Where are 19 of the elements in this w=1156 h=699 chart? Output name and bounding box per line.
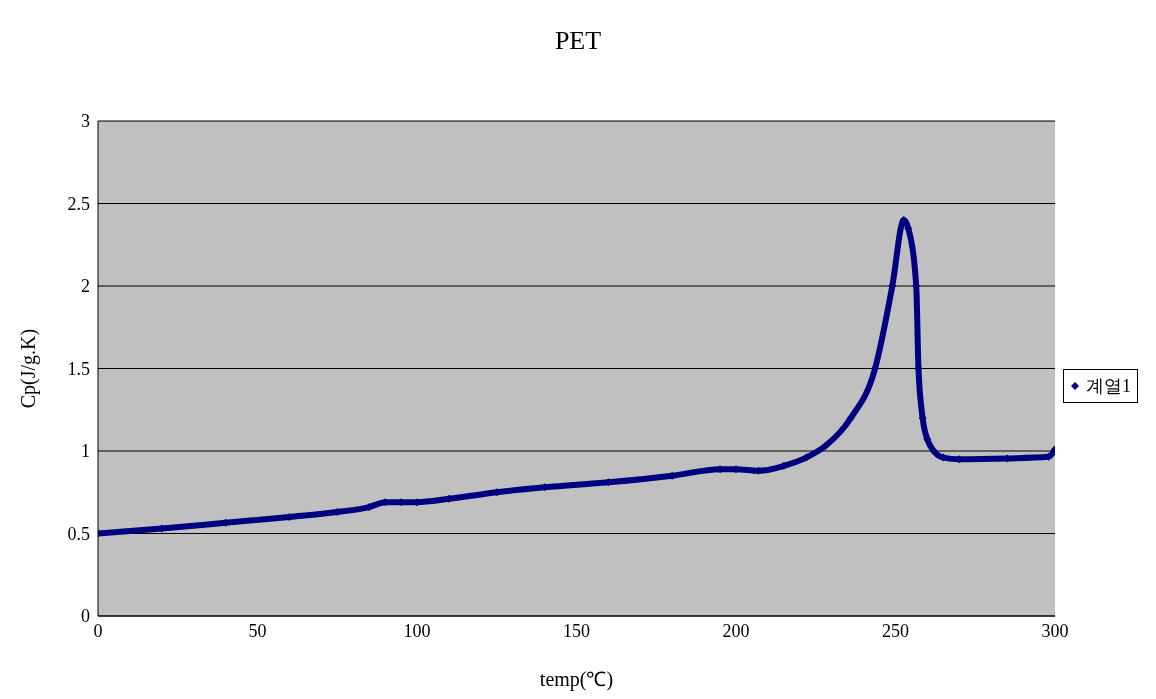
x-tick-label: 250 [882,620,909,641]
x-axis-title: temp(℃) [539,668,614,691]
x-tick-label: 300 [1041,620,1069,641]
x-tick-label: 200 [722,620,750,641]
point [821,442,830,451]
y-axis-title: Cp(J/g.K) [17,328,41,409]
x-tick-label: 150 [563,620,590,641]
y-tick-label: 1.5 [67,358,90,379]
y-tick-label: 0 [81,606,90,627]
x-tick-label: 100 [403,620,431,641]
y-tick-label: 3 [81,111,90,132]
y-tick-label: 2.5 [67,193,90,214]
y-tick-label: 1 [81,441,90,462]
point [929,447,938,455]
x-tick-label: 50 [248,620,267,641]
y-tick-label: 0.5 [67,523,90,544]
y-tick-label: 2 [81,276,90,297]
legend-label: 계열1 [1086,375,1131,398]
chart-title: PET [553,25,603,57]
